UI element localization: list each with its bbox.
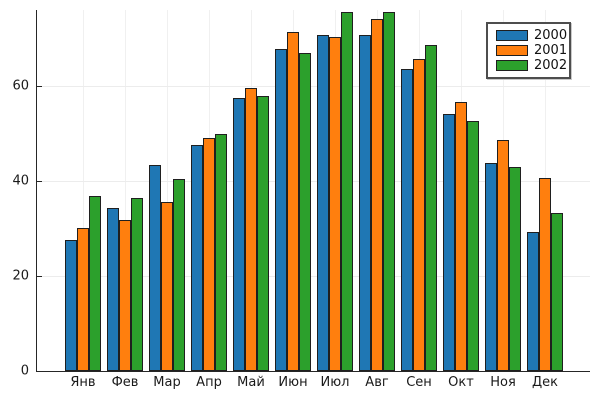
x-tick-label: Янв [70, 375, 96, 390]
legend-swatch-2001 [496, 45, 528, 56]
bar-2000-Дек [527, 232, 539, 371]
bar-2000-Июн [275, 49, 287, 371]
bar-2001-Авг [371, 19, 383, 371]
x-tick-label: Окт [448, 375, 474, 390]
bar-2000-Авг [359, 35, 371, 371]
bar-2001-Окт [455, 102, 467, 371]
legend-swatch-2000 [496, 30, 528, 41]
bar-2001-Июл [329, 37, 341, 371]
x-tick-label: Ноя [490, 375, 516, 390]
x-tick-label: Мар [153, 375, 181, 390]
bar-2002-Авг [383, 12, 395, 371]
x-tick-label: Авг [365, 375, 389, 390]
gridline-horizontal [36, 85, 590, 87]
y-tick-label: 0 [20, 363, 29, 379]
bar-2002-Июл [341, 12, 353, 371]
bar-2001-Янв [77, 228, 89, 371]
bar-2001-Сен [413, 59, 425, 371]
gridline-horizontal [36, 275, 590, 277]
y-axis-tick [37, 275, 42, 277]
x-tick-label: Фев [111, 375, 139, 390]
bar-2002-Дек [551, 213, 563, 371]
bar-2000-Янв [65, 240, 77, 371]
x-tick-label: Дек [531, 375, 558, 390]
plot-area [36, 10, 590, 371]
x-tick-label: Май [237, 375, 265, 390]
bar-2000-Фев [107, 208, 119, 371]
bar-2002-Фев [131, 198, 143, 371]
x-tick-label: Апр [196, 375, 222, 390]
gridline-horizontal [36, 180, 590, 182]
legend-row: 2001 [496, 43, 567, 58]
y-tick-label: 60 [12, 78, 29, 94]
gridline-vertical [167, 10, 168, 371]
bar-2001-Ноя [497, 140, 509, 371]
y-tick-label: 20 [12, 268, 29, 284]
legend-label: 2000 [534, 28, 568, 43]
bar-2000-Ноя [485, 163, 497, 371]
x-tick-label: Июл [320, 375, 350, 390]
legend-row: 2002 [496, 58, 567, 73]
x-tick-label: Сен [406, 375, 432, 390]
legend-label: 2002 [534, 58, 568, 73]
legend-label: 2001 [534, 43, 568, 58]
y-axis-tick [37, 371, 42, 372]
bar-2001-Апр [203, 138, 215, 371]
y-axis-spine [36, 10, 37, 372]
x-tick-label: Июн [278, 375, 308, 390]
bar-2000-Май [233, 98, 245, 371]
gridline-vertical [83, 10, 84, 371]
y-tick-label: 40 [12, 173, 29, 189]
bar-2002-Янв [89, 196, 101, 371]
bar-2001-Июн [287, 32, 299, 371]
legend-row: 2000 [496, 28, 567, 43]
bar-2001-Мар [161, 202, 173, 371]
bar-2000-Апр [191, 145, 203, 371]
bar-2000-Сен [401, 69, 413, 371]
legend: 2000 2001 2002 [486, 22, 571, 79]
bar-2001-Май [245, 88, 257, 371]
bar-2002-Июн [299, 53, 311, 371]
bar-2002-Ноя [509, 167, 521, 371]
bar-2000-Мар [149, 165, 161, 371]
bar-2002-Сен [425, 45, 437, 371]
bar-2002-Окт [467, 121, 479, 371]
bar-2002-Апр [215, 134, 227, 371]
bar-2001-Дек [539, 178, 551, 371]
legend-swatch-2002 [496, 60, 528, 71]
bar-2002-Мар [173, 179, 185, 371]
bar-2000-Июл [317, 35, 329, 371]
gridline-vertical [125, 10, 126, 371]
bar-2002-Май [257, 96, 269, 371]
x-axis-spine [36, 371, 590, 372]
bar-2000-Окт [443, 114, 455, 371]
bar-2001-Фев [119, 220, 131, 371]
y-axis-tick [37, 180, 42, 182]
y-axis-tick [37, 85, 42, 87]
